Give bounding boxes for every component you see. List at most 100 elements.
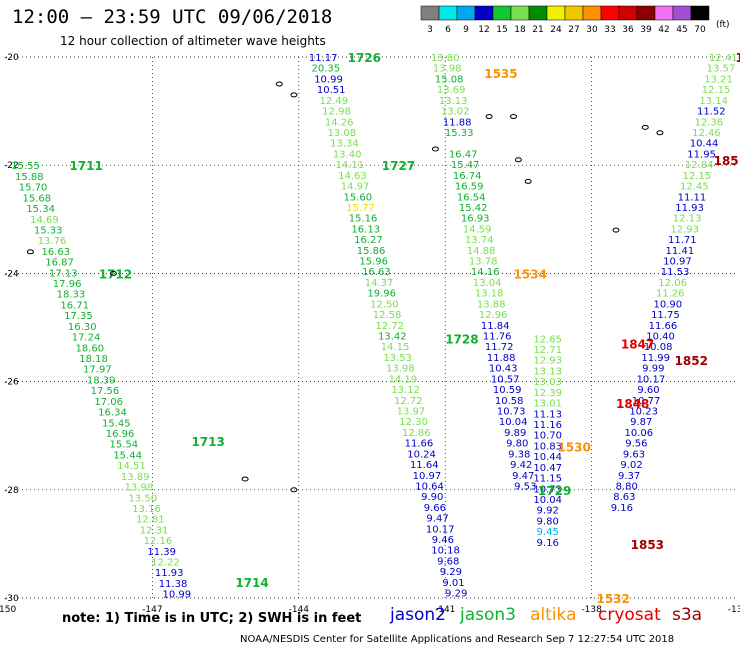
wave-height-point: 14.11 (335, 160, 364, 171)
wave-height-point: 10.99 (162, 590, 191, 601)
wave-height-point: 9.16 (611, 503, 633, 514)
wave-height-point: 15.33 (34, 225, 63, 236)
wave-height-point: 12.93 (670, 224, 699, 235)
wave-height-point: 10.97 (663, 257, 692, 268)
color-scale-label: 3 (427, 25, 433, 35)
color-scale-label: 24 (550, 25, 562, 35)
wave-height-point: 13.13 (533, 366, 562, 377)
track-id-label: 1729 (538, 484, 571, 498)
wave-height-point: 9.99 (642, 364, 664, 375)
wave-height-point: 13.57 (707, 64, 736, 75)
wave-height-point: 13.18 (475, 289, 504, 300)
color-scale-bar: 3 6 9 12 15 18 21 24 27 30 33 36 39 42 45 70 (420, 5, 710, 35)
wave-height-point: 14.15 (381, 342, 410, 353)
wave-height-point: 13.21 (704, 74, 733, 85)
wave-height-point: 11.13 (533, 409, 562, 420)
wave-height-point: 9.45 (537, 527, 559, 538)
track-id-label: 1853 (631, 538, 664, 552)
color-scale-label: 70 (694, 25, 706, 35)
island-outline (241, 476, 249, 482)
y-tick-label: -28 (4, 486, 19, 496)
wave-height-point: 10.18 (431, 546, 460, 557)
wave-height-point: 13.98 (433, 64, 462, 75)
wave-height-point: 11.15 (533, 474, 562, 485)
track-id-label: 1713 (191, 435, 224, 449)
wave-height-point: 9.80 (537, 516, 559, 527)
wave-height-point: 10.47 (533, 463, 562, 474)
x-tick-label: -144 (289, 605, 310, 615)
wave-height-point: 15.33 (445, 128, 474, 139)
wave-height-point: 17.97 (83, 365, 112, 376)
wave-height-point: 11.93 (155, 568, 184, 579)
wave-height-point: 18.18 (79, 354, 108, 365)
color-scale-label: 15 (496, 25, 507, 35)
track-id-label: 1728 (445, 332, 478, 346)
wave-height-point: 14.88 (467, 246, 496, 257)
wave-height-point: 15.34 (26, 204, 55, 215)
wave-height-point: 12.96 (479, 310, 508, 321)
wave-height-point: 13.01 (533, 399, 562, 410)
wave-height-point: 12.41 (709, 53, 738, 64)
wave-height-point: 9.60 (637, 385, 659, 396)
wave-height-point: 11.26 (656, 289, 685, 300)
wave-height-point: 9.87 (630, 417, 652, 428)
wave-height-point: 13.53 (383, 353, 412, 364)
wave-height-point: 15.86 (357, 246, 386, 257)
color-scale-label: 9 (463, 25, 469, 35)
wave-height-point: 12.15 (682, 171, 711, 182)
wave-height-point: 11.93 (675, 203, 704, 214)
wave-height-point: 17.24 (72, 333, 101, 344)
wave-height-point: 13.02 (441, 107, 470, 118)
track-id-label: 1530 (557, 441, 590, 455)
wave-height-point: 10.17 (426, 524, 455, 535)
wave-height-point: 12.58 (373, 310, 402, 321)
color-scale-label: 30 (586, 25, 598, 35)
wave-height-point: 12.65 (533, 334, 562, 345)
wave-height-point: 16.59 (455, 182, 484, 193)
color-swatch (690, 5, 710, 21)
wave-height-point: 13.34 (330, 139, 359, 150)
wave-height-point: 10.73 (533, 484, 562, 495)
x-tick-label: -135 (728, 605, 740, 615)
wave-height-point: 16.54 (457, 192, 486, 203)
wave-height-point: 17.13 (49, 268, 78, 279)
wave-height-point: 10.59 (493, 385, 522, 396)
wave-height-point: 9.89 (504, 428, 526, 439)
track-id-label: 1848 (616, 397, 649, 411)
wave-height-point: 13.14 (699, 96, 728, 107)
island-outline (275, 81, 283, 87)
wave-height-point: 9.38 (508, 449, 530, 460)
wave-height-point: 12.72 (394, 396, 423, 407)
wave-height-point: 11.84 (481, 321, 510, 332)
wave-height-point: 12.06 (658, 278, 687, 289)
x-tick-label: -150 (0, 605, 16, 615)
wave-height-point: 12.45 (680, 182, 709, 193)
color-scale-label: 27 (568, 25, 579, 35)
wave-height-point: 17.35 (64, 311, 93, 322)
track-id-label: 1727 (382, 159, 415, 173)
wave-height-point: 13.80 (431, 53, 460, 64)
track-id-label: 1714 (235, 576, 268, 590)
wave-height-point: 10.23 (629, 406, 658, 417)
wave-height-point: 12.98 (322, 107, 351, 118)
wave-height-point: 14.16 (471, 267, 500, 278)
color-scale-label: 36 (622, 25, 634, 35)
wave-height-point: 13.89 (121, 472, 150, 483)
wave-height-point: 13.40 (333, 149, 362, 160)
wave-height-point: 12.31 (140, 525, 169, 536)
wave-height-point: 12.84 (685, 160, 714, 171)
wave-height-point: 9.90 (421, 492, 443, 503)
island-outline (431, 146, 439, 152)
island-outline (290, 92, 298, 98)
wave-height-point: 15.96 (359, 257, 388, 268)
wave-height-point: 10.99 (314, 74, 343, 85)
note-text: note: 1) Time is in UTC; 2) SWH is in fe… (62, 611, 362, 626)
wave-height-point: 13.04 (473, 278, 502, 289)
wave-height-point: 12.22 (151, 558, 180, 569)
wave-height-point: 15.44 (113, 450, 142, 461)
wave-height-point: 10.06 (624, 428, 653, 439)
color-scale-label: 18 (514, 25, 526, 35)
wave-height-point: 9.80 (506, 439, 528, 450)
wave-height-point: 12.93 (533, 356, 562, 367)
